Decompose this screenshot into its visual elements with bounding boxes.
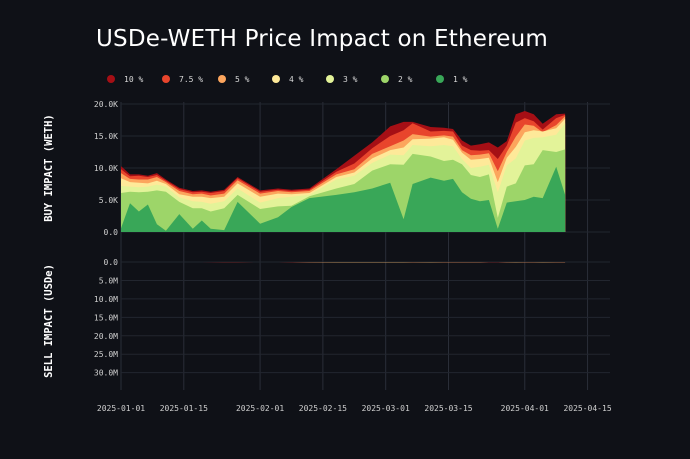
x-tick-label: 2025-02-01 — [236, 404, 284, 413]
chart-title: USDe-WETH Price Impact on Ethereum — [96, 26, 548, 52]
buy-area-1 — [121, 166, 566, 232]
x-tick-label: 2025-03-01 — [362, 404, 410, 413]
buy-y-tick-label: 5.0K — [99, 196, 118, 205]
legend-marker-2 — [381, 75, 389, 83]
sell-y-tick-label: 10.0M — [94, 295, 118, 304]
buy-y-tick-label: 20.0K — [94, 100, 118, 109]
legend-marker-1 — [436, 75, 444, 83]
grid — [120, 102, 589, 390]
legend-label-10: 10 % — [124, 75, 143, 84]
sell-axis-title: SELL IMPACT (USDe) — [43, 264, 55, 378]
sell-y-tick-label: 30.0M — [94, 369, 118, 378]
legend-label-4: 4 % — [289, 75, 304, 84]
legend-marker-10 — [107, 75, 115, 83]
buy-areas — [121, 111, 566, 232]
legend-label-2: 2 % — [398, 75, 413, 84]
x-axis: 2025-01-01 2025-01-15 2025-02-01 2025-02-15… — [97, 404, 612, 413]
buy-axis-title: BUY IMPACT (WETH) — [43, 114, 55, 221]
sell-y-tick-label: 15.0M — [94, 313, 118, 322]
legend-label-5: 5 % — [235, 75, 250, 84]
x-tick-label: 2025-04-15 — [563, 404, 611, 413]
legend-label-1: 1 % — [453, 75, 468, 84]
x-tick-label: 2025-01-15 — [160, 404, 208, 413]
x-tick-label: 2025-04-01 — [501, 404, 549, 413]
sell-y-tick-label: 25.0M — [94, 350, 118, 359]
sell-y-tick-label: 20.0M — [94, 332, 118, 341]
legend-marker-7-5 — [162, 75, 170, 83]
buy-y-tick-label: 0.0 — [104, 228, 119, 237]
x-tick-label: 2025-01-01 — [97, 404, 145, 413]
buy-y-tick-label: 10.0K — [94, 164, 118, 173]
sell-y-tick-label: 5.0M — [99, 276, 118, 285]
legend: 10 % 7.5 % 5 % 4 % 3 % 2 % 1 % — [107, 75, 468, 84]
buy-y-tick-label: 15.0K — [94, 132, 118, 141]
legend-marker-5 — [218, 75, 226, 83]
legend-label-3: 3 % — [343, 75, 358, 84]
x-tick-label: 2025-02-15 — [299, 404, 347, 413]
legend-label-7-5: 7.5 % — [179, 75, 203, 84]
legend-marker-3 — [326, 75, 334, 83]
x-tick-label: 2025-03-15 — [424, 404, 472, 413]
sell-y-tick-label: 0.0 — [104, 258, 119, 267]
legend-marker-4 — [272, 75, 280, 83]
